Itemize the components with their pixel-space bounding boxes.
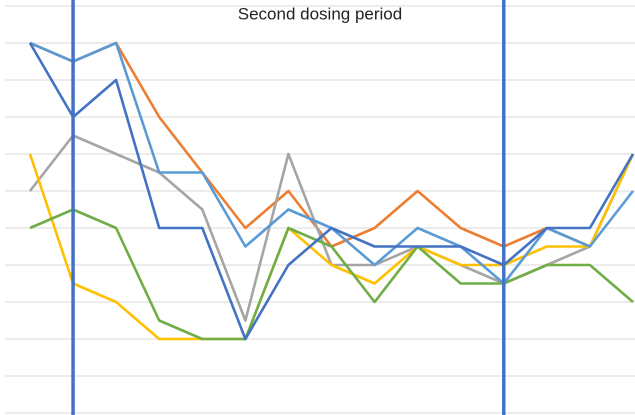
series-line [29,41,635,248]
series-line [28,153,635,341]
chart-title: Second dosing period [238,4,402,23]
series-line [28,42,635,341]
series-line [29,208,634,341]
